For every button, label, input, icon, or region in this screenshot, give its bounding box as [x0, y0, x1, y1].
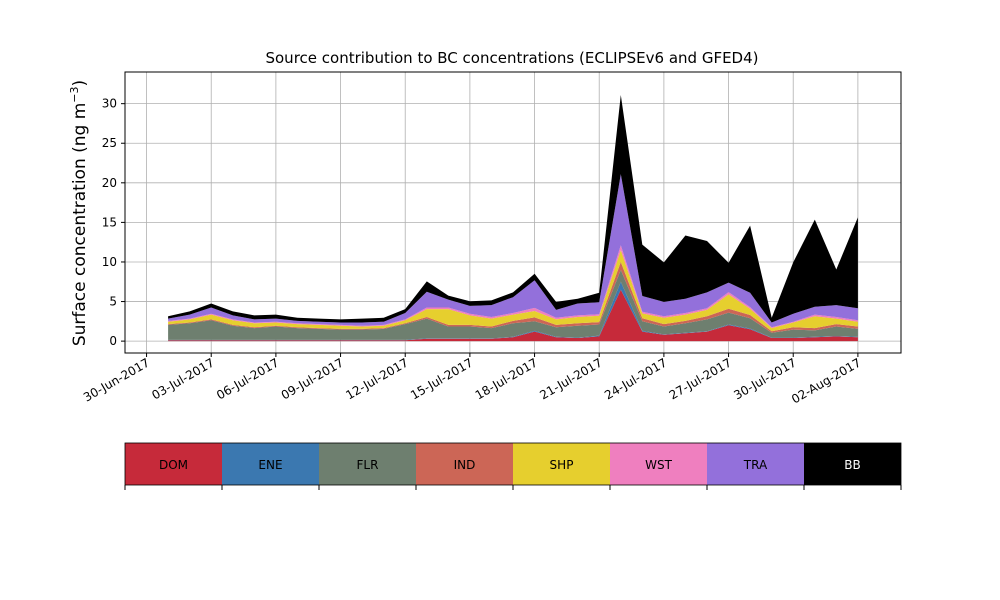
x-axis-ticks: 30-Jun-201703-Jul-201706-Jul-201709-Jul-…	[81, 353, 863, 406]
legend-label-wst: WST	[645, 458, 672, 472]
area-series-shp	[168, 250, 858, 332]
x-tick-label: 24-Jul-2017	[602, 355, 669, 402]
x-tick-label: 03-Jul-2017	[149, 355, 216, 402]
y-tick-label: 25	[102, 136, 117, 150]
y-tick-label: 15	[102, 215, 117, 229]
legend-swatch-tra	[707, 443, 804, 485]
legend-swatch-bb	[804, 443, 901, 485]
x-tick-label: 30-Jun-2017	[81, 355, 152, 404]
legend-swatch-flr	[319, 443, 416, 485]
legend-label-dom: DOM	[159, 458, 188, 472]
legend-swatch-dom	[125, 443, 222, 485]
y-tick-label: 30	[102, 97, 117, 111]
x-tick-label: 21-Jul-2017	[537, 355, 604, 402]
legend-swatch-shp	[513, 443, 610, 485]
area-series-flr	[168, 269, 858, 340]
y-tick-label: 10	[102, 255, 117, 269]
chart-title: Source contribution to BC concentrations…	[265, 49, 758, 67]
x-tick-label: 15-Jul-2017	[408, 355, 475, 402]
legend-label-ene: ENE	[258, 458, 282, 472]
plot-frame	[124, 71, 902, 354]
x-tick-label: 02-Aug-2017	[789, 355, 863, 406]
legend-swatch-wst	[610, 443, 707, 485]
x-tick-label: 18-Jul-2017	[473, 355, 540, 402]
x-tick-label: 27-Jul-2017	[667, 355, 734, 402]
x-tick-label: 09-Jul-2017	[279, 355, 346, 402]
x-tick-label: 12-Jul-2017	[343, 355, 410, 402]
y-axis-label: Surface concentration (ng m−3)	[68, 80, 90, 346]
legend-label-ind: IND	[454, 458, 476, 472]
y-tick-label: 5	[109, 295, 117, 309]
legend-colorbar: DOM ENE FLR IND SHP WST TRA BB	[124, 442, 902, 490]
x-tick-label: 06-Jul-2017	[214, 355, 281, 402]
legend-label-flr: FLR	[357, 458, 379, 472]
stacked-areas	[168, 95, 858, 342]
y-tick-label: 20	[102, 176, 117, 190]
y-tick-label: 0	[109, 334, 117, 348]
legend-swatch-ene	[222, 443, 319, 485]
plot-area: 0 5 10 15 20 25 30 30-Jun-201703-Jul-201706-Ju…	[81, 71, 902, 406]
legend-label-tra: TRA	[743, 458, 768, 472]
legend-label-shp: SHP	[550, 458, 574, 472]
legend-label-bb: BB	[844, 458, 860, 472]
legend-frame	[124, 442, 902, 486]
legend-swatch-ind	[416, 443, 513, 485]
area-series-bb	[168, 95, 858, 323]
y-axis-ticks: 0 5 10 15 20 25 30	[102, 97, 125, 348]
area-series-ind	[168, 262, 858, 333]
